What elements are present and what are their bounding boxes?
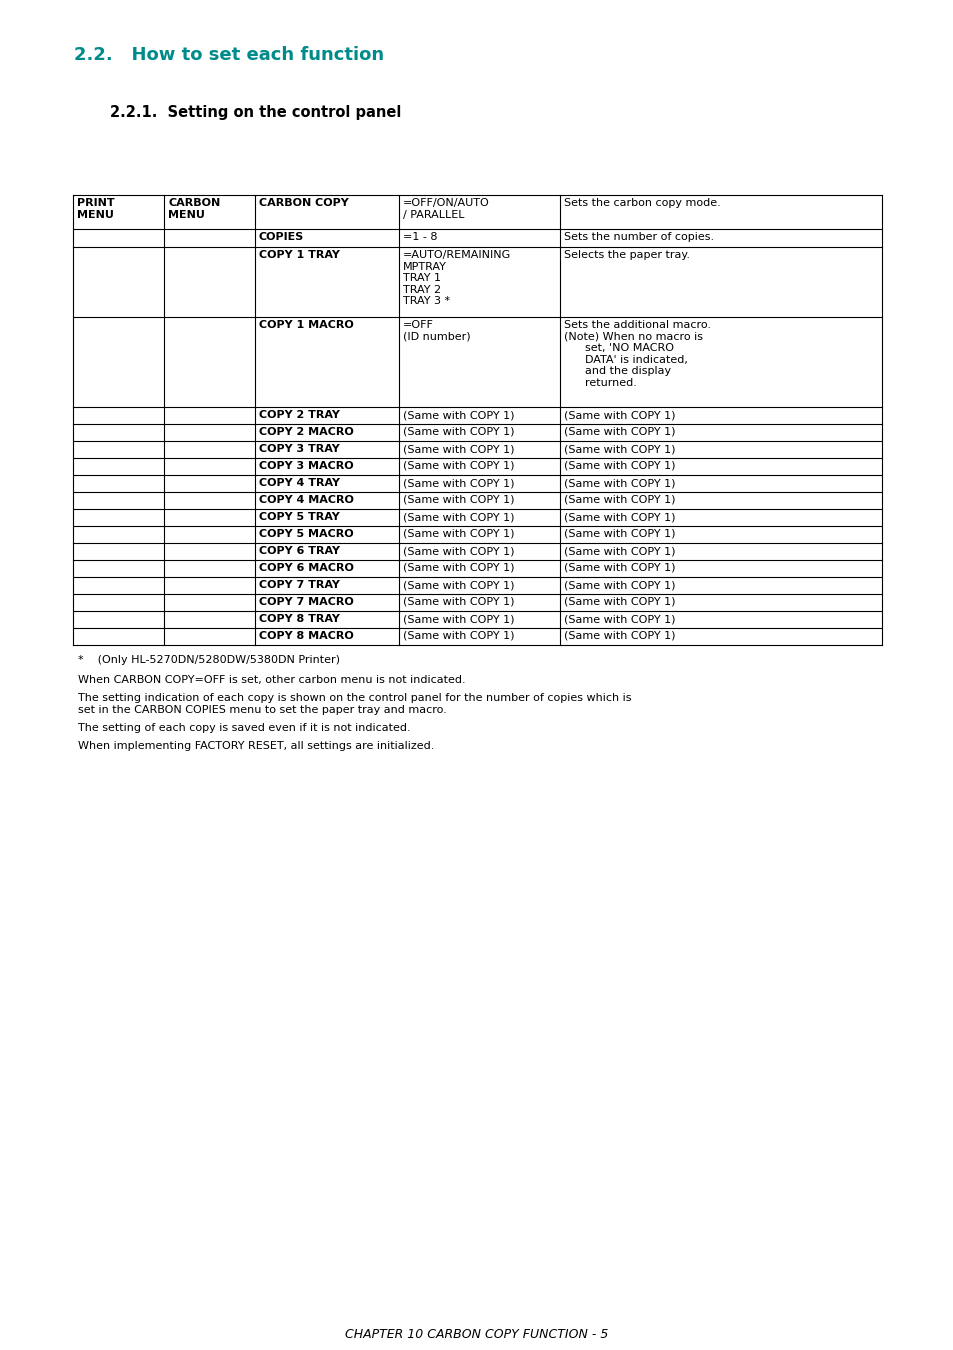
Text: (Same with COPY 1): (Same with COPY 1) xyxy=(564,444,676,454)
Text: (Same with COPY 1): (Same with COPY 1) xyxy=(402,478,514,487)
Text: =OFF
(ID number): =OFF (ID number) xyxy=(402,320,470,342)
Text: COPY 1 TRAY: COPY 1 TRAY xyxy=(258,250,339,261)
Text: =1 - 8: =1 - 8 xyxy=(402,232,436,242)
Text: Sets the carbon copy mode.: Sets the carbon copy mode. xyxy=(564,198,720,208)
Text: COPY 8 TRAY: COPY 8 TRAY xyxy=(258,614,339,624)
Text: (Same with COPY 1): (Same with COPY 1) xyxy=(564,410,676,420)
Text: COPY 7 TRAY: COPY 7 TRAY xyxy=(258,580,339,590)
Text: (Same with COPY 1): (Same with COPY 1) xyxy=(402,630,514,641)
Text: (Same with COPY 1): (Same with COPY 1) xyxy=(564,597,676,608)
Text: (Same with COPY 1): (Same with COPY 1) xyxy=(402,580,514,590)
Text: (Same with COPY 1): (Same with COPY 1) xyxy=(564,512,676,522)
Text: The setting of each copy is saved even if it is not indicated.: The setting of each copy is saved even i… xyxy=(78,724,411,733)
Text: COPY 5 TRAY: COPY 5 TRAY xyxy=(258,512,339,522)
Text: (Same with COPY 1): (Same with COPY 1) xyxy=(564,529,676,539)
Text: COPY 6 TRAY: COPY 6 TRAY xyxy=(258,545,339,556)
Text: (Same with COPY 1): (Same with COPY 1) xyxy=(564,460,676,471)
Text: *    (Only HL-5270DN/5280DW/5380DN Printer): * (Only HL-5270DN/5280DW/5380DN Printer) xyxy=(78,655,340,666)
Text: (Same with COPY 1): (Same with COPY 1) xyxy=(564,614,676,624)
Text: (Same with COPY 1): (Same with COPY 1) xyxy=(402,529,514,539)
Text: 2.2.1.  Setting on the control panel: 2.2.1. Setting on the control panel xyxy=(110,105,401,120)
Text: 2.2.   How to set each function: 2.2. How to set each function xyxy=(74,46,384,63)
Text: Sets the number of copies.: Sets the number of copies. xyxy=(564,232,714,242)
Text: CHAPTER 10 CARBON COPY FUNCTION - 5: CHAPTER 10 CARBON COPY FUNCTION - 5 xyxy=(345,1328,608,1341)
Text: CARBON COPY: CARBON COPY xyxy=(258,198,348,208)
Text: COPY 3 TRAY: COPY 3 TRAY xyxy=(258,444,339,454)
Text: COPY 7 MACRO: COPY 7 MACRO xyxy=(258,597,353,608)
Text: (Same with COPY 1): (Same with COPY 1) xyxy=(402,597,514,608)
Text: COPY 4 TRAY: COPY 4 TRAY xyxy=(258,478,339,487)
Text: (Same with COPY 1): (Same with COPY 1) xyxy=(564,630,676,641)
Text: (Same with COPY 1): (Same with COPY 1) xyxy=(564,478,676,487)
Text: (Same with COPY 1): (Same with COPY 1) xyxy=(402,444,514,454)
Text: =AUTO/REMAINING
MPTRAY
TRAY 1
TRAY 2
TRAY 3 *: =AUTO/REMAINING MPTRAY TRAY 1 TRAY 2 TRA… xyxy=(402,250,511,306)
Text: =OFF/ON/AUTO
/ PARALLEL: =OFF/ON/AUTO / PARALLEL xyxy=(402,198,489,220)
Text: COPY 5 MACRO: COPY 5 MACRO xyxy=(258,529,353,539)
Text: COPY 2 TRAY: COPY 2 TRAY xyxy=(258,410,339,420)
Text: COPY 3 MACRO: COPY 3 MACRO xyxy=(258,460,353,471)
Text: COPIES: COPIES xyxy=(258,232,304,242)
Text: COPY 6 MACRO: COPY 6 MACRO xyxy=(258,563,354,572)
Text: When implementing FACTORY RESET, all settings are initialized.: When implementing FACTORY RESET, all set… xyxy=(78,741,435,751)
Text: CARBON
MENU: CARBON MENU xyxy=(168,198,220,220)
Text: Selects the paper tray.: Selects the paper tray. xyxy=(564,250,690,261)
Text: (Same with COPY 1): (Same with COPY 1) xyxy=(564,580,676,590)
Text: (Same with COPY 1): (Same with COPY 1) xyxy=(564,495,676,505)
Text: The setting indication of each copy is shown on the control panel for the number: The setting indication of each copy is s… xyxy=(78,693,631,714)
Text: Sets the additional macro.
(Note) When no macro is
      set, 'NO MACRO
      DA: Sets the additional macro. (Note) When n… xyxy=(564,320,711,387)
Text: COPY 1 MACRO: COPY 1 MACRO xyxy=(258,320,353,329)
Text: (Same with COPY 1): (Same with COPY 1) xyxy=(564,563,676,572)
Text: (Same with COPY 1): (Same with COPY 1) xyxy=(402,495,514,505)
Text: (Same with COPY 1): (Same with COPY 1) xyxy=(402,410,514,420)
Text: COPY 4 MACRO: COPY 4 MACRO xyxy=(258,495,354,505)
Text: (Same with COPY 1): (Same with COPY 1) xyxy=(564,545,676,556)
Text: (Same with COPY 1): (Same with COPY 1) xyxy=(402,545,514,556)
Text: PRINT
MENU: PRINT MENU xyxy=(77,198,115,220)
Text: COPY 2 MACRO: COPY 2 MACRO xyxy=(258,427,353,437)
Text: (Same with COPY 1): (Same with COPY 1) xyxy=(564,427,676,437)
Text: COPY 8 MACRO: COPY 8 MACRO xyxy=(258,630,353,641)
Text: (Same with COPY 1): (Same with COPY 1) xyxy=(402,614,514,624)
Text: (Same with COPY 1): (Same with COPY 1) xyxy=(402,563,514,572)
Text: (Same with COPY 1): (Same with COPY 1) xyxy=(402,460,514,471)
Text: (Same with COPY 1): (Same with COPY 1) xyxy=(402,427,514,437)
Text: When CARBON COPY=OFF is set, other carbon menu is not indicated.: When CARBON COPY=OFF is set, other carbo… xyxy=(78,675,466,684)
Text: (Same with COPY 1): (Same with COPY 1) xyxy=(402,512,514,522)
